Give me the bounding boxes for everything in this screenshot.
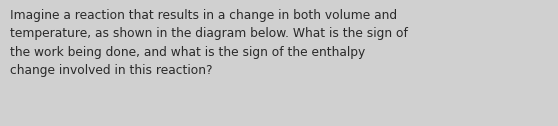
Text: Imagine a reaction that results in a change in both volume and
temperature, as s: Imagine a reaction that results in a cha… [10,9,408,77]
